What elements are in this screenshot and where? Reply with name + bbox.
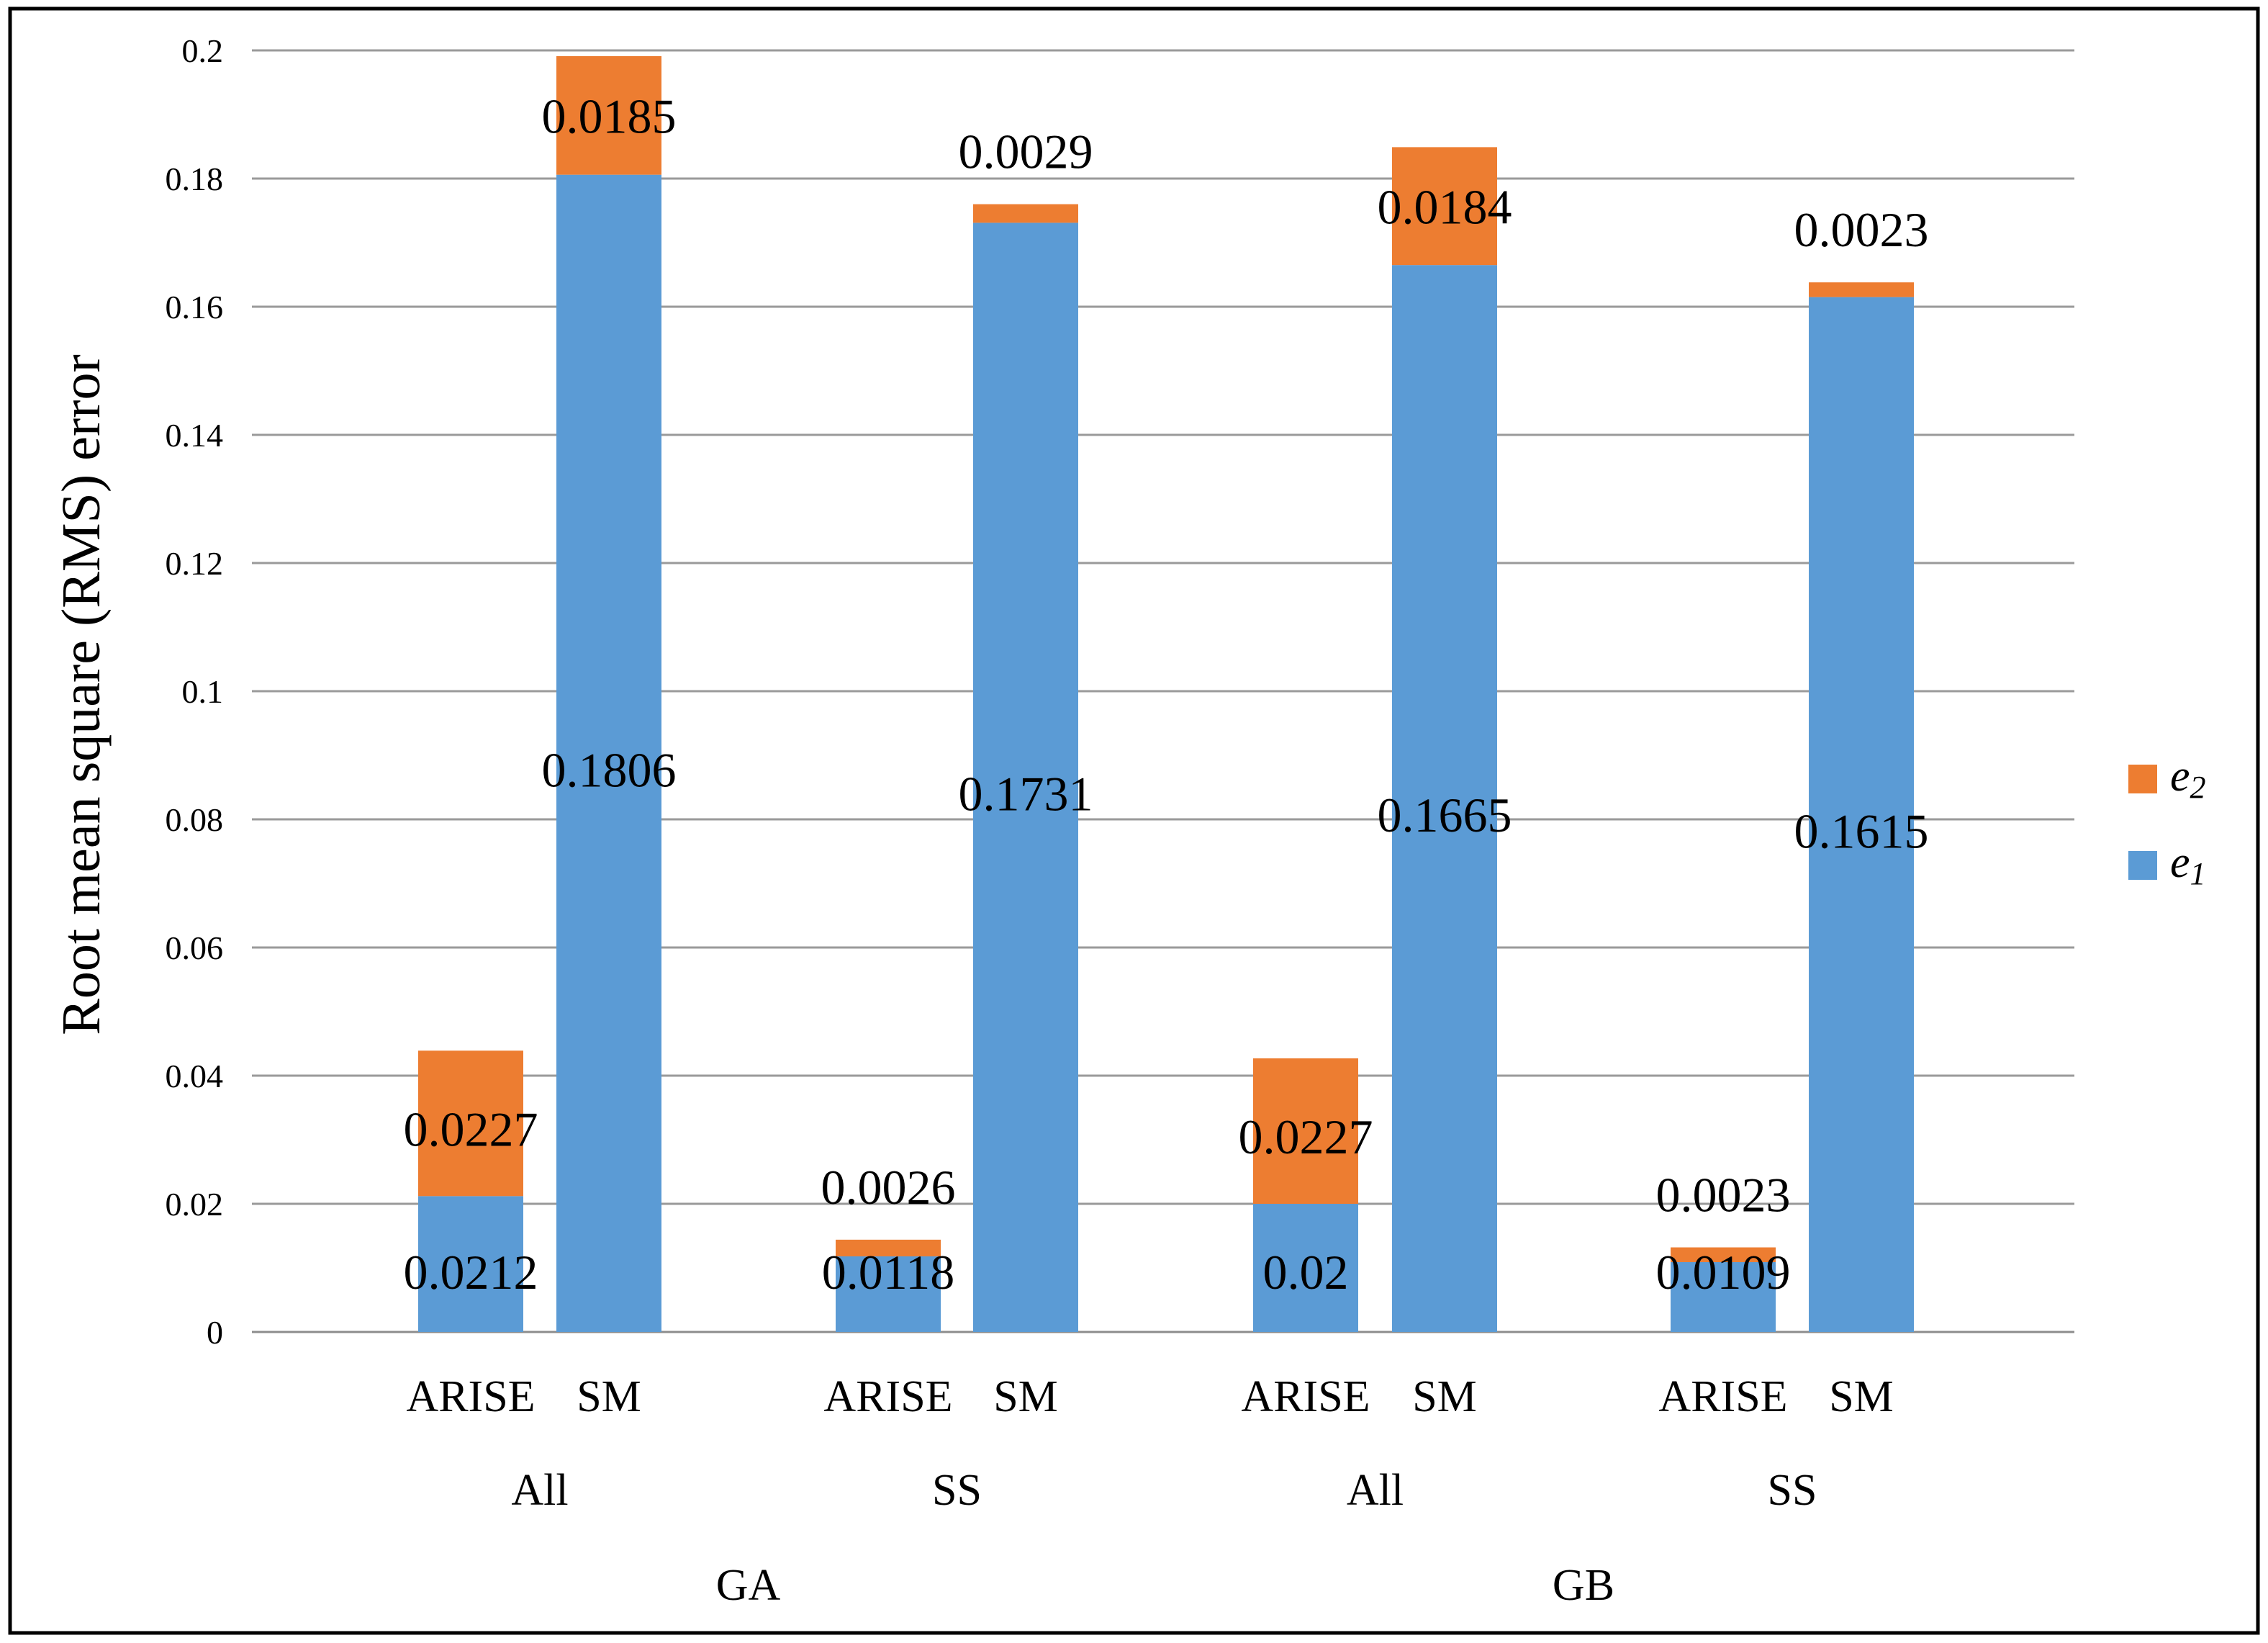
- x-category-label: ARISE: [1241, 1372, 1370, 1421]
- data-label-e1: 0.1615: [1794, 804, 1929, 858]
- x-category-label: ARISE: [1658, 1372, 1787, 1421]
- y-tick-label: 0.2: [182, 32, 224, 69]
- data-label-e1: 0.0212: [404, 1245, 538, 1300]
- bar-segment-e2: [1671, 1247, 1776, 1262]
- x-subgroup-label: All: [511, 1466, 568, 1515]
- x-subgroup-label: SS: [1768, 1466, 1817, 1515]
- bar-segment-e1: [1809, 297, 1914, 1332]
- y-tick-label: 0.04: [166, 1058, 224, 1094]
- y-tick-label: 0.14: [166, 417, 224, 454]
- data-label-e1: 0.1806: [542, 742, 677, 797]
- bar-segment-e1: [1392, 265, 1497, 1332]
- bar-segment-e2: [556, 56, 661, 175]
- legend-swatch-e1: [2128, 851, 2157, 880]
- y-tick-label: 0.08: [166, 801, 224, 838]
- data-label-e1: 0.0109: [1656, 1245, 1791, 1300]
- bar-segment-e2: [418, 1050, 523, 1197]
- y-tick-label: 0.1: [182, 673, 224, 710]
- bars: [418, 56, 1914, 1332]
- y-tick-label: 0.16: [166, 289, 224, 325]
- bar-segment-e1: [836, 1256, 941, 1332]
- x-category-label: SM: [577, 1372, 641, 1421]
- data-label-e2: 0.0023: [1794, 202, 1929, 257]
- x-group-label: GA: [716, 1561, 781, 1610]
- y-axis-label: Root mean square (RMS) error: [51, 354, 112, 1035]
- bar-segment-e1: [1671, 1261, 1776, 1332]
- y-tick-label: 0.12: [166, 545, 224, 582]
- data-label-e2: 0.0029: [959, 125, 1093, 179]
- y-tick-label: 0.06: [166, 929, 224, 966]
- x-subgroup-label: All: [1347, 1466, 1404, 1515]
- y-tick-label: 0.18: [166, 161, 224, 197]
- x-group-label: GB: [1553, 1561, 1614, 1610]
- data-label-e1: 0.1665: [1378, 788, 1512, 842]
- data-labels: 0.0212 0.0227 0.1806 0.0185 0.0118 0.0026 0.17…: [404, 89, 1929, 1300]
- x-category-label: SM: [1829, 1372, 1894, 1421]
- bar-segment-e1: [556, 174, 661, 1332]
- y-tick-label: 0.02: [166, 1186, 224, 1223]
- bar-segment-e1: [973, 222, 1078, 1332]
- y-axis-ticks: 0 0.02 0.04 0.06 0.08 0.1 0.12 0.14 0.16 0.18 0.2: [166, 32, 224, 1351]
- legend: e2 e1: [2128, 752, 2206, 891]
- x-subgroup-label: SS: [932, 1466, 982, 1515]
- bar-segment-e2: [973, 204, 1078, 223]
- data-label-e2: 0.0184: [1378, 179, 1512, 234]
- data-label-e1: 0.02: [1263, 1245, 1349, 1300]
- bar-segment-e2: [836, 1239, 941, 1256]
- data-label-e2: 0.0227: [404, 1102, 538, 1156]
- bar-segment-e1: [1253, 1204, 1358, 1332]
- bar-segment-e2: [1392, 147, 1497, 266]
- data-label-e2: 0.0026: [821, 1160, 956, 1215]
- bar-segment-e2: [1809, 282, 1914, 297]
- x-category-label: SM: [993, 1372, 1058, 1421]
- data-label-e1: 0.1731: [959, 767, 1093, 822]
- legend-label-e2: e2: [2170, 752, 2206, 805]
- bar-segment-e2: [1253, 1058, 1358, 1204]
- data-label-e2: 0.0227: [1239, 1109, 1373, 1164]
- data-label-e2: 0.0185: [542, 89, 677, 143]
- data-label-e1: 0.0118: [822, 1245, 954, 1300]
- legend-swatch-e2: [2128, 765, 2157, 793]
- legend-label-e1: e1: [2170, 838, 2206, 891]
- x-category-label: SM: [1412, 1372, 1477, 1421]
- bar-segment-e1: [418, 1196, 523, 1332]
- y-tick-label: 0: [207, 1314, 223, 1351]
- data-label-e2: 0.0023: [1656, 1168, 1791, 1223]
- x-category-label: ARISE: [406, 1372, 535, 1421]
- x-category-label: ARISE: [823, 1372, 952, 1421]
